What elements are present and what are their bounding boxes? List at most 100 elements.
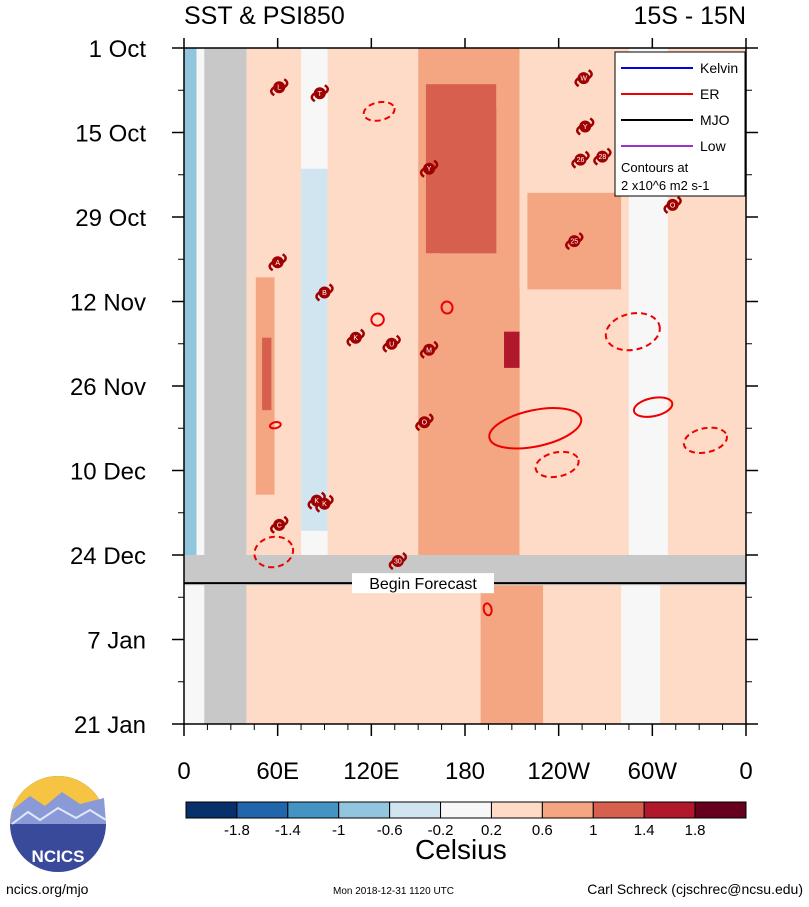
storm-marker: O — [415, 413, 434, 432]
sst-region — [262, 337, 272, 411]
storm-marker: A — [268, 253, 287, 272]
x-axis: 0 60E 120E 180 120W 60W 0 — [177, 38, 753, 785]
storm-label: 25 — [570, 239, 578, 246]
x-tick-label: 60W — [628, 758, 678, 785]
legend-note: 2 x10^6 m2 s-1 — [621, 178, 709, 193]
colorbar-label: 1.4 — [634, 822, 655, 839]
er-contours — [253, 100, 728, 617]
storm-marker: 30 — [388, 551, 408, 571]
storm-eye — [666, 198, 679, 211]
legend: Kelvin ER MJO Low Contours at 2 x10^6 m2 s-1 — [614, 51, 746, 197]
sst-region — [519, 48, 629, 555]
colorbar-label: -1.8 — [224, 822, 250, 839]
storm-label: W — [580, 76, 587, 83]
storm-marker: K — [346, 328, 365, 347]
storm-label: A — [275, 260, 280, 267]
er-contour — [268, 421, 282, 430]
colorbar-segment — [236, 801, 289, 819]
er-contour — [440, 300, 454, 315]
storm-marker: B — [315, 283, 334, 302]
er-contour — [253, 535, 295, 569]
storm-eye — [418, 416, 431, 429]
colorbar-segment — [592, 801, 645, 819]
y-axis: 1 Oct 15 Oct 29 Oct 12 Nov 26 Nov 10 Dec 24 De… — [70, 36, 758, 739]
colorbar-segment — [389, 801, 442, 819]
y-tick-label: 21 Jan — [74, 712, 146, 739]
storm-label: C — [277, 522, 282, 529]
storm-label: T — [318, 91, 323, 98]
storm-label: K — [314, 498, 319, 505]
sst-region — [504, 331, 520, 368]
storm-label: 30 — [394, 559, 402, 566]
colorbar-label: 1 — [589, 822, 597, 839]
sst-region — [327, 48, 419, 555]
footer-author[interactable]: Carl Schreck (cjschrec@ncsu.edu) — [587, 881, 803, 897]
storm-label: L — [277, 85, 281, 92]
storm-marker: U — [382, 334, 401, 353]
storm-eye — [568, 235, 581, 248]
y-tick-label: 26 Nov — [70, 374, 146, 401]
storm-eye — [273, 81, 286, 94]
storm-eye — [574, 153, 587, 166]
sst-anomaly-field — [184, 48, 746, 724]
storm-eye — [273, 518, 286, 531]
x-tick-label: 120E — [343, 758, 399, 785]
storm-marker: 25 — [565, 232, 584, 251]
storm-marker: 28 — [593, 147, 612, 166]
storm-label: U — [389, 341, 394, 348]
storm-label: B — [322, 290, 327, 297]
storm-label: O — [670, 202, 676, 209]
forecast-marker: Begin Forecast — [184, 573, 746, 594]
storm-eye — [271, 256, 284, 269]
title-left: SST & PSI850 — [184, 2, 345, 30]
x-tick-label: 180 — [445, 758, 485, 785]
y-tick-label: 29 Oct — [75, 205, 146, 232]
colorbar-label: 0.2 — [481, 822, 502, 839]
storm-label: 26 — [577, 157, 585, 164]
y-tick-label: 7 Jan — [87, 628, 146, 655]
colorbar-label: 0.6 — [532, 822, 553, 839]
colorbar-segment — [490, 801, 543, 819]
footer-url[interactable]: ncics.org/mjo — [6, 881, 89, 897]
ncics-logo: NCICS — [10, 776, 107, 872]
colorbar-segment — [694, 801, 747, 819]
storm-label: K — [353, 335, 358, 342]
er-contour — [370, 312, 385, 327]
land-mask — [204, 48, 247, 724]
storm-marker: Y — [419, 159, 439, 178]
storm-eye — [313, 87, 326, 100]
legend-label: Low — [700, 138, 727, 154]
storm-label: Y — [427, 166, 432, 173]
storm-marker: K — [315, 494, 334, 513]
storm-marker: L — [269, 78, 289, 97]
colorbar-segment — [287, 801, 340, 819]
storm-label: M — [426, 347, 432, 354]
storm-eye — [318, 286, 331, 299]
storm-marker: W — [574, 69, 593, 88]
footer-date: Mon 2018-12-31 1120 UTC — [333, 886, 454, 897]
storm-label: Y — [583, 124, 588, 131]
er-contour — [482, 602, 493, 617]
storm-eye — [577, 72, 590, 85]
storm-eye — [579, 120, 592, 133]
colorbar-segment — [541, 801, 594, 819]
legend-label: MJO — [700, 112, 730, 128]
storm-marker: C — [269, 515, 289, 534]
sst-region — [441, 108, 497, 254]
storm-eye — [391, 555, 404, 568]
x-tick-label: 0 — [739, 758, 752, 785]
x-tick-label: 120W — [527, 758, 590, 785]
storm-eye — [423, 162, 436, 175]
y-tick-label: 15 Oct — [75, 121, 146, 148]
x-tick-label: 60E — [256, 758, 299, 785]
y-tick-label: 1 Oct — [89, 36, 147, 63]
logo-ridge — [11, 806, 107, 825]
storm-marker: T — [310, 84, 330, 103]
colorbar-segment — [440, 801, 492, 819]
x-tick-label: 0 — [177, 758, 190, 785]
storm-label: O — [422, 420, 428, 427]
y-tick-label: 12 Nov — [70, 290, 146, 317]
